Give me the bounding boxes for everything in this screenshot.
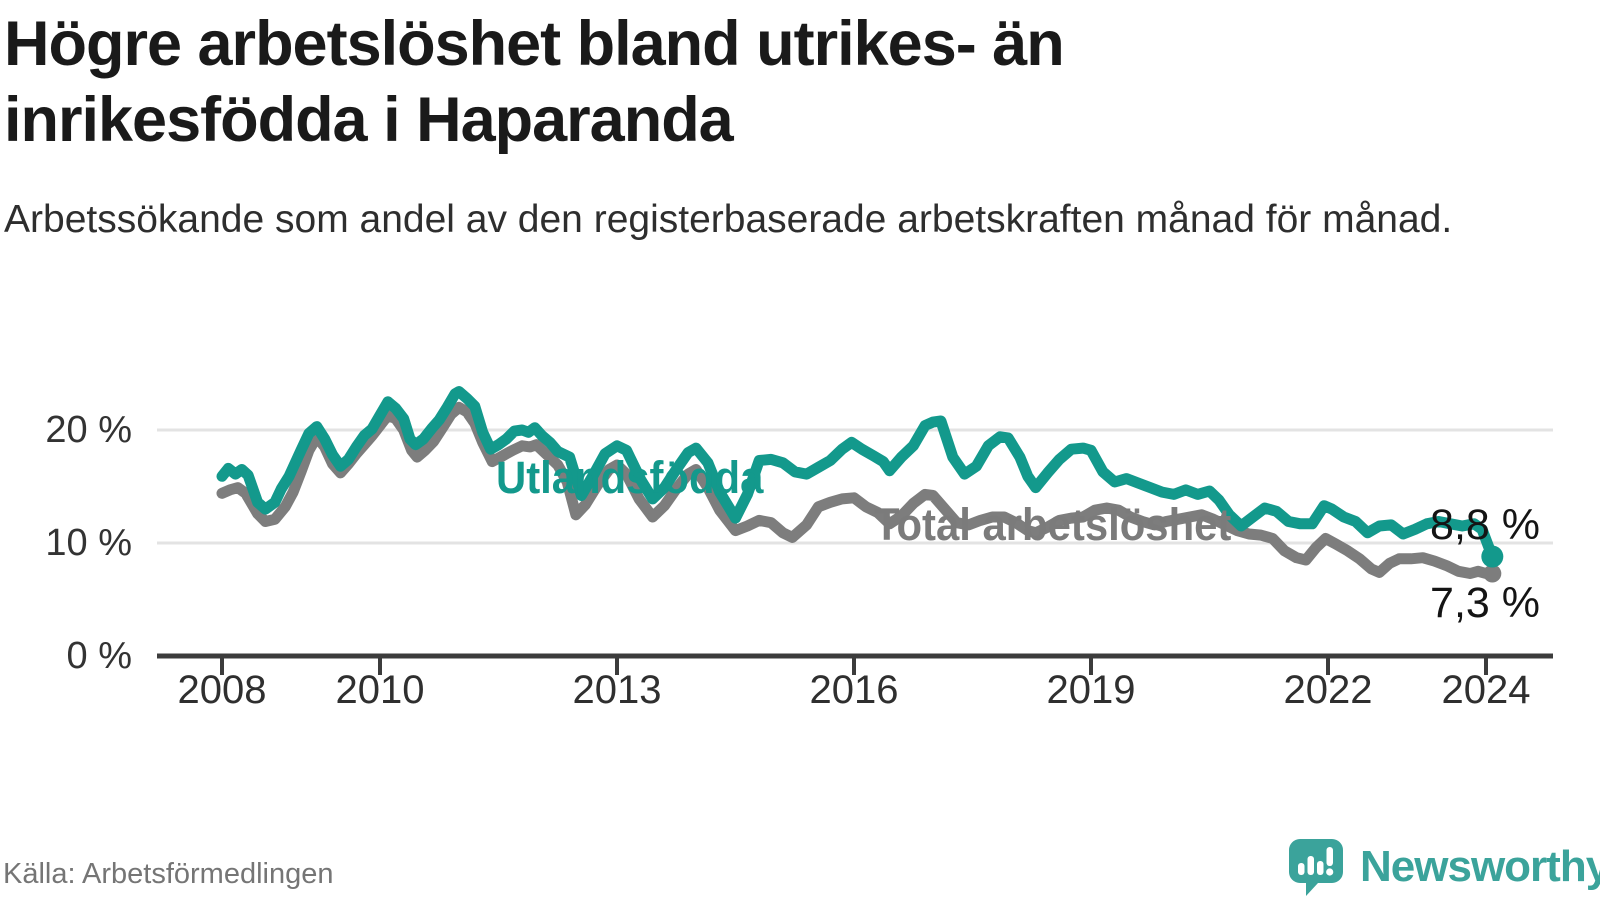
x-tick-label: 2022 <box>1283 668 1373 712</box>
end-point-dot-teal <box>1481 545 1504 568</box>
bar-chart-speech-bubble-icon <box>1289 839 1343 896</box>
x-tick-label: 2019 <box>1046 668 1136 712</box>
series-label-utlandsfodda: Utlandsfödda <box>496 452 764 503</box>
end-point-dot-gray <box>1483 564 1502 583</box>
x-tick-label: 2008 <box>177 668 267 712</box>
newsworthy-logo: Newsworthy <box>1288 838 1600 896</box>
series-line-teal <box>216 386 1498 563</box>
series-line-gray <box>216 401 1498 579</box>
source-note: Källa: Arbetsförmedlingen <box>3 858 334 890</box>
page-title: Högre arbetslöshet bland utrikes- än inr… <box>4 9 1065 155</box>
x-tick-label: 2013 <box>572 668 662 712</box>
series-label-total-arbetsloshet: Total arbetslöshet <box>874 499 1232 550</box>
page-subtitle: Arbetssökande som andel av den registerb… <box>4 198 1453 241</box>
x-tick-label: 2010 <box>335 668 425 712</box>
x-tick-label: 2016 <box>809 668 899 712</box>
x-tick-label: 2024 <box>1441 668 1531 712</box>
end-value-label-utlandsfodda: 8,8 % <box>1430 501 1540 549</box>
y-tick-label: 20 % <box>45 409 132 451</box>
end-value-label-total: 7,3 % <box>1430 579 1540 627</box>
brand-wordmark: Newsworthy <box>1360 842 1600 891</box>
y-tick-label: 0 % <box>66 635 132 677</box>
y-tick-label: 10 % <box>45 522 132 564</box>
